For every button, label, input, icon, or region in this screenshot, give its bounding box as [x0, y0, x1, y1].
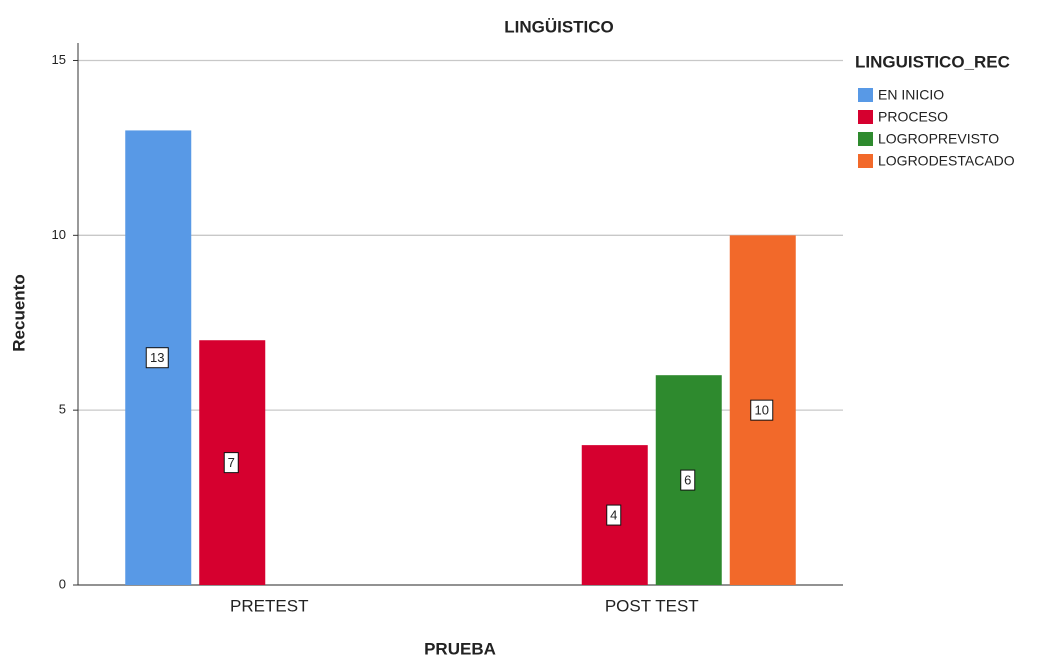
- legend-swatch: [858, 132, 873, 146]
- x-axis-label: PRUEBA: [424, 639, 496, 658]
- value-label-box: [223, 452, 239, 474]
- value-label: 4: [610, 508, 617, 523]
- y-axis-label: Recuento: [9, 274, 28, 351]
- value-label-box: [606, 504, 622, 526]
- value-label: 6: [684, 473, 691, 488]
- x-tick-label: PRETEST: [230, 596, 308, 615]
- y-tick-label: 15: [52, 52, 66, 67]
- legend-label: LOGROPREVISTO: [878, 131, 999, 147]
- value-label-box: [145, 347, 169, 369]
- legend-label: LOGRODESTACADO: [878, 153, 1015, 169]
- value-label-box: [750, 399, 774, 421]
- legend-swatch: [858, 154, 873, 168]
- value-label-box: [680, 469, 696, 491]
- legend-label: EN INICIO: [878, 87, 944, 103]
- legend-swatch: [858, 88, 873, 102]
- y-tick-label: 0: [59, 576, 66, 591]
- legend-swatch: [858, 110, 873, 124]
- y-tick-label: 10: [52, 227, 66, 242]
- value-label: 10: [755, 403, 769, 418]
- x-tick-label: POST TEST: [605, 596, 699, 615]
- y-tick-label: 5: [59, 402, 66, 417]
- legend-label: PROCESO: [878, 109, 948, 125]
- value-label: 7: [228, 455, 235, 470]
- chart-title: LINGÜISTICO: [504, 17, 614, 36]
- legend-title: LINGUISTICO_REC: [855, 52, 1010, 71]
- value-label: 13: [150, 350, 164, 365]
